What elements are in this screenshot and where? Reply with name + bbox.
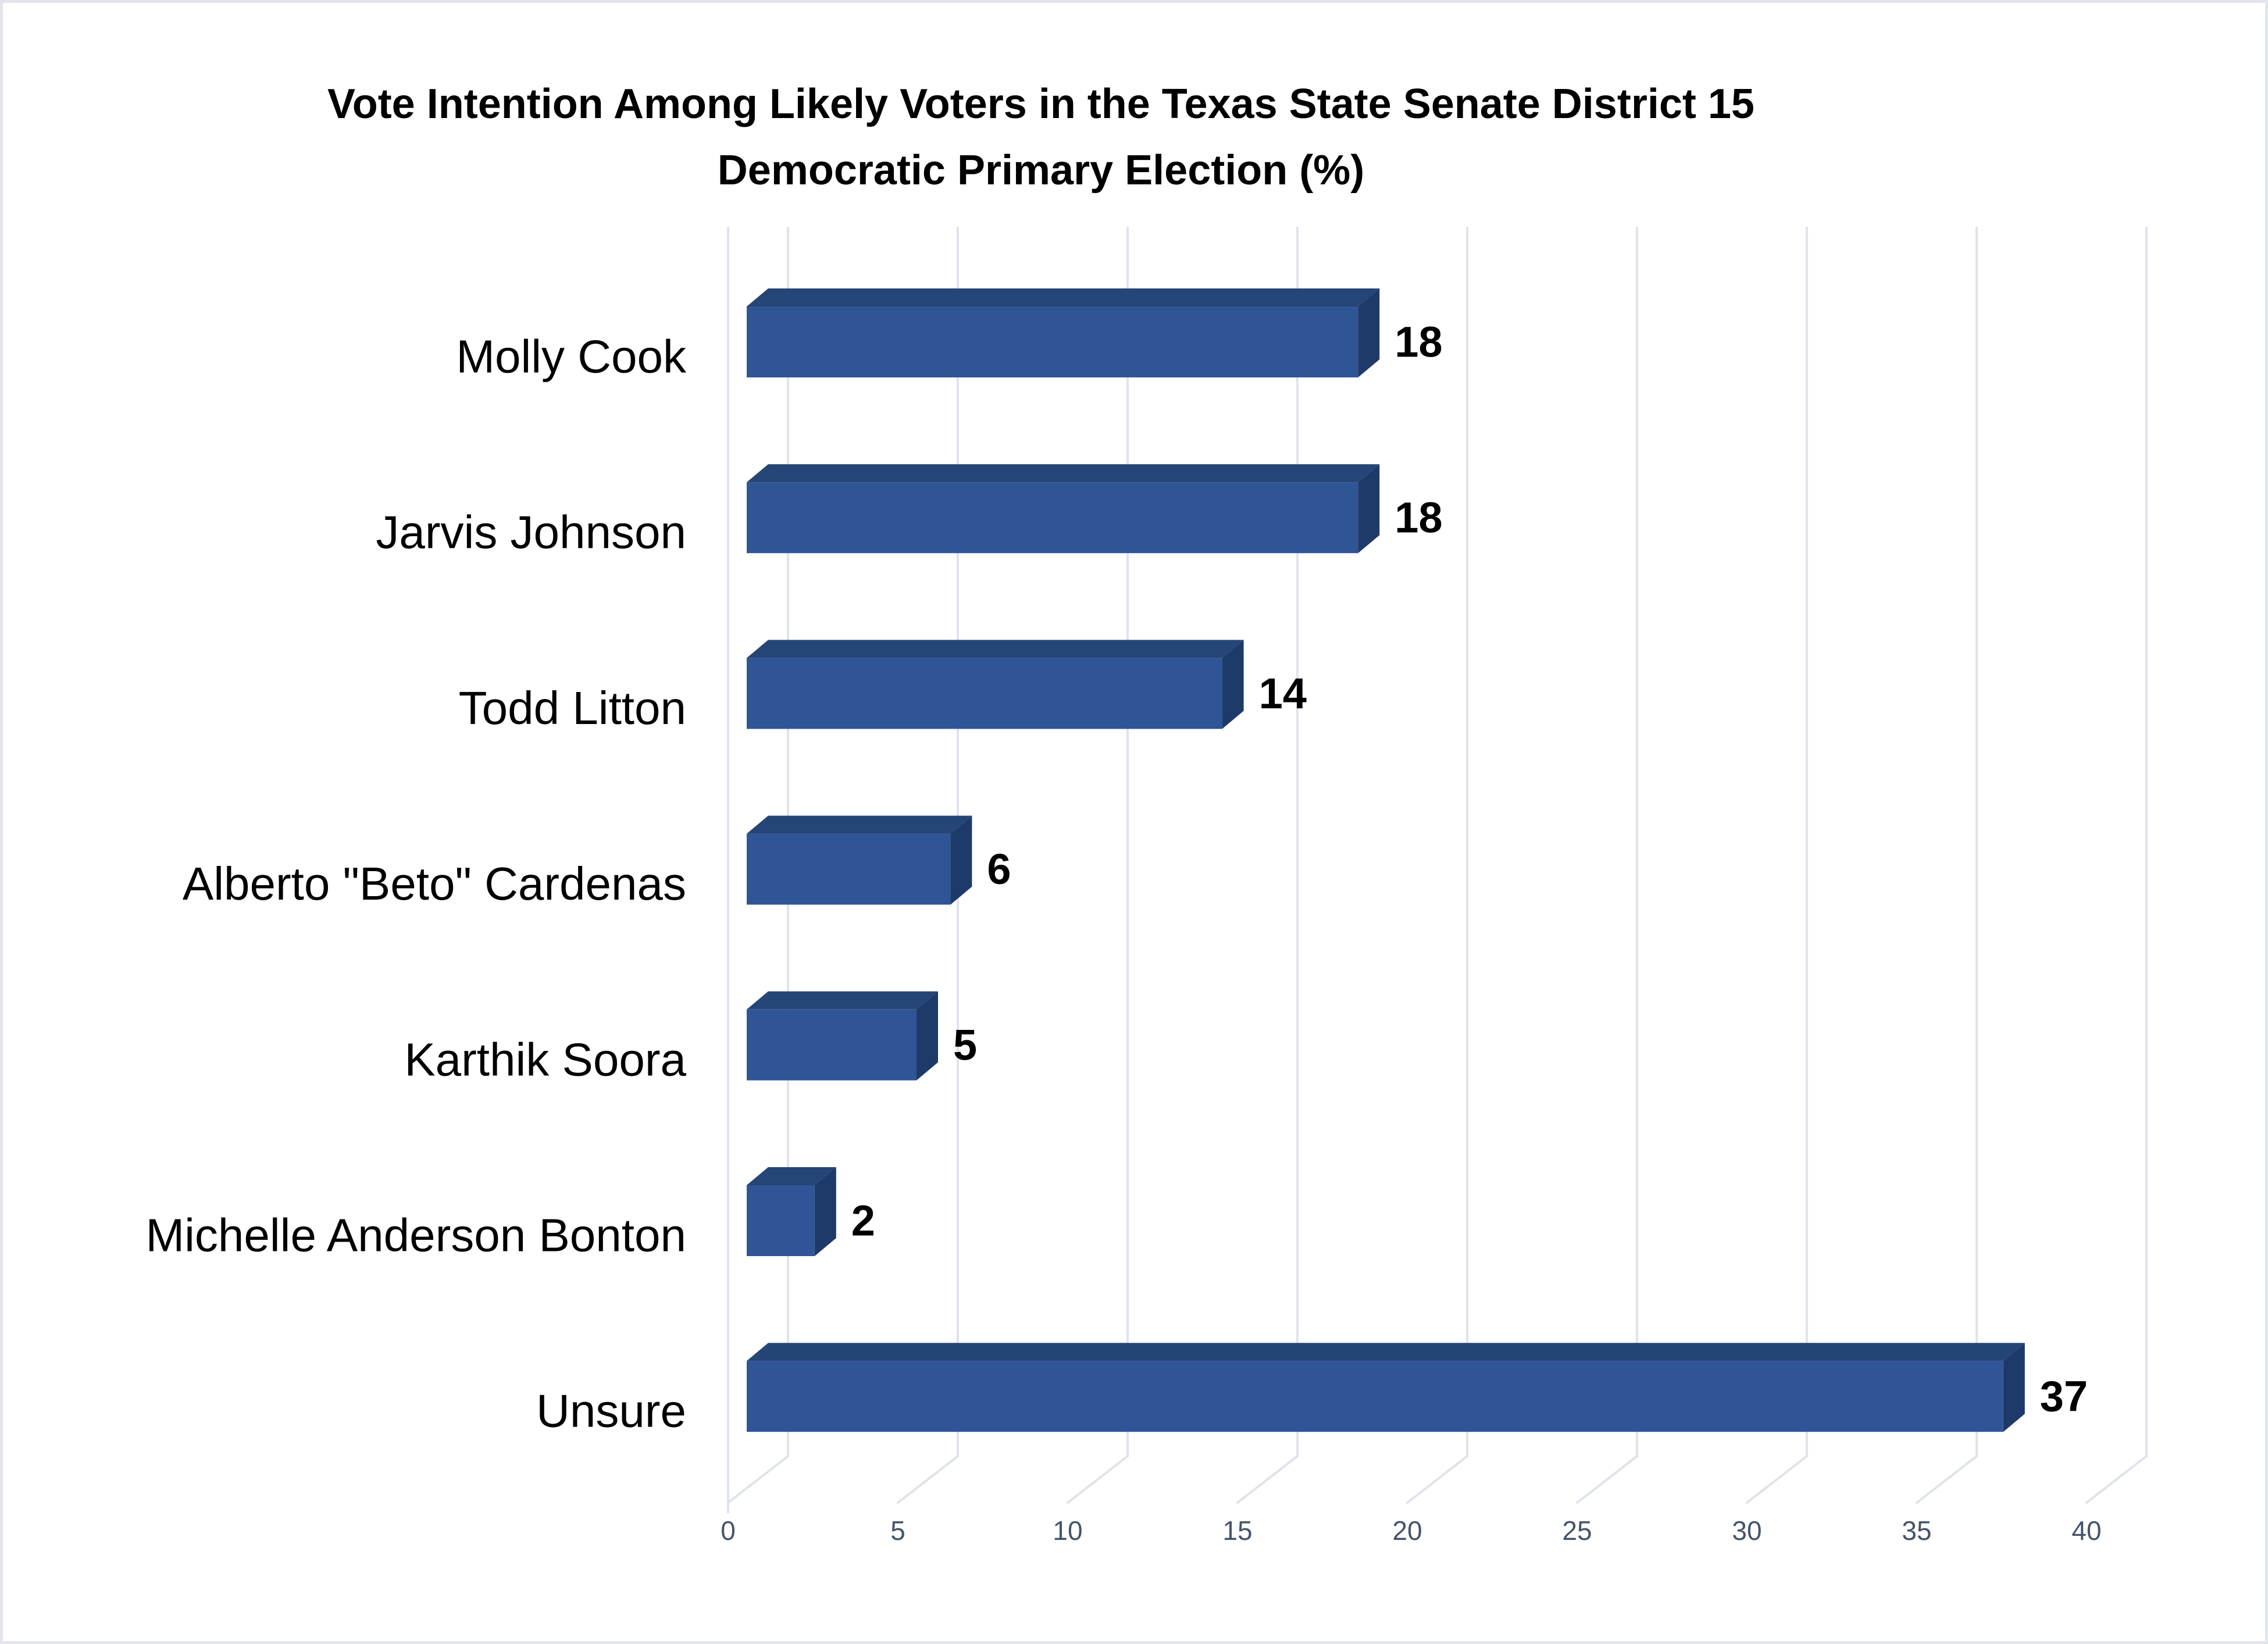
bar [747,833,951,905]
category-label: Jarvis Johnson [376,507,686,558]
tick-label: 10 [1053,1515,1082,1546]
gridline-floor-segment [1067,1455,1129,1504]
bar-end-face [1222,640,1244,729]
chart-title: Vote Intention Among Likely Voters in th… [0,71,2082,204]
bar-end-face [1358,464,1380,554]
tick-label: 30 [1732,1515,1761,1546]
gridline-floor-segment [727,1455,789,1504]
bar-end-face [1358,288,1380,377]
gridline-floor-segment [1406,1455,1468,1504]
gridline-floor-segment [897,1455,959,1504]
value-label: 6 [987,845,1011,893]
bar-top-face [747,1343,2025,1361]
bar [747,658,1222,729]
value-label: 18 [1395,494,1442,542]
value-label: 18 [1395,318,1442,366]
tick-label: 0 [721,1515,736,1546]
value-label: 2 [851,1197,875,1245]
tick-label: 35 [1902,1515,1931,1546]
bar [747,1009,917,1080]
gridline-floor-segment [1576,1455,1638,1504]
tick-label: 40 [2071,1515,2101,1546]
chart-title-line2: Democratic Primary Election (%) [717,147,1365,194]
tick-label: 15 [1222,1515,1252,1546]
bar [747,482,1358,554]
gridline-floor-segment [2085,1455,2148,1504]
tick-label: 25 [1562,1515,1592,1546]
category-label: Alberto "Beto" Cardenas [183,858,686,910]
tick-label: 20 [1392,1515,1422,1546]
value-label: 37 [2040,1372,2088,1421]
bar-end-face [917,991,938,1080]
bar-top-face [747,288,1380,306]
bar-top-face [747,991,938,1010]
category-label: Unsure [536,1385,686,1437]
gridline-floor-segment [1236,1455,1299,1504]
category-label: Michelle Anderson Bonton [146,1210,687,1261]
bar-top-face [747,640,1244,658]
bar [747,1185,815,1256]
bar [747,306,1358,377]
value-label: 5 [953,1021,977,1069]
bar-top-face [747,815,972,834]
chart-title-line1: Vote Intention Among Likely Voters in th… [327,81,1755,127]
bar-top-face [747,464,1380,483]
bar-end-face [814,1167,836,1256]
bar-top-face [747,1167,836,1185]
category-label: Todd Litton [459,682,686,734]
tick-label: 5 [890,1515,905,1546]
bar [747,1361,2003,1432]
bar-end-face [950,815,972,905]
category-label: Molly Cook [456,331,687,383]
gridline-floor-segment [1916,1455,1978,1504]
bar-end-face [2003,1343,2025,1432]
value-label: 14 [1259,669,1307,718]
gridline-floor-segment [1746,1455,1808,1504]
category-label: Karthik Soora [404,1033,686,1085]
